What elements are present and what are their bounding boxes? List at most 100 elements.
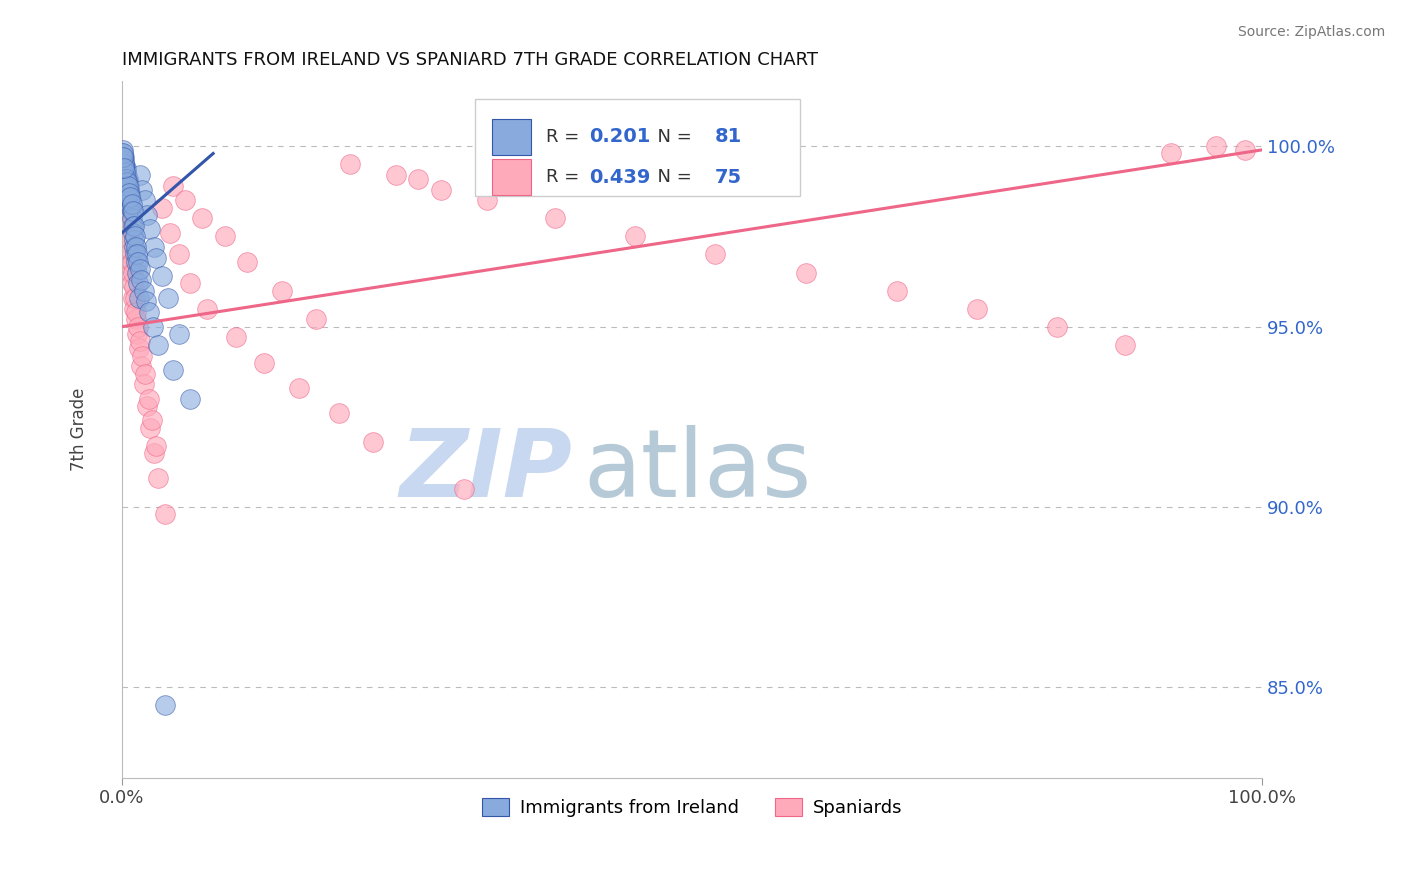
Text: 75: 75	[714, 168, 742, 186]
Point	[124, 301, 146, 316]
Text: 81: 81	[714, 128, 742, 146]
Point	[112, 164, 135, 178]
Point	[253, 356, 276, 370]
Point	[117, 226, 139, 240]
Point	[121, 204, 143, 219]
Point	[115, 161, 138, 175]
Point	[145, 251, 167, 265]
Point	[111, 143, 134, 157]
Point	[118, 194, 141, 208]
Text: R =: R =	[546, 128, 585, 145]
Point	[1205, 139, 1227, 153]
Point	[127, 326, 149, 341]
Point	[122, 219, 145, 233]
Point	[115, 208, 138, 222]
Point	[287, 381, 309, 395]
Point	[115, 204, 138, 219]
Point	[328, 406, 350, 420]
Point	[125, 240, 148, 254]
Point	[111, 146, 134, 161]
Point	[112, 157, 135, 171]
Point	[117, 178, 139, 193]
Point	[118, 190, 141, 204]
Point	[122, 291, 145, 305]
Point	[150, 201, 173, 215]
Point	[114, 197, 136, 211]
Point	[114, 171, 136, 186]
Point	[135, 294, 157, 309]
Point	[124, 247, 146, 261]
Point	[131, 359, 153, 374]
Point	[136, 399, 159, 413]
Point	[156, 291, 179, 305]
Point	[124, 229, 146, 244]
Point	[136, 208, 159, 222]
Point	[475, 194, 498, 208]
Point	[125, 266, 148, 280]
Point	[120, 266, 142, 280]
Point	[115, 215, 138, 229]
Point	[225, 330, 247, 344]
Point	[361, 435, 384, 450]
Point	[124, 254, 146, 268]
Point	[118, 247, 141, 261]
Point	[132, 377, 155, 392]
Point	[112, 161, 135, 175]
Point	[114, 161, 136, 175]
Text: 0.201: 0.201	[589, 128, 651, 146]
Point	[1160, 146, 1182, 161]
Point	[131, 349, 153, 363]
Point	[132, 284, 155, 298]
Point	[118, 186, 141, 201]
Point	[179, 277, 201, 291]
Point	[114, 168, 136, 182]
Text: ZIP: ZIP	[399, 425, 572, 517]
Point	[121, 211, 143, 226]
Point	[114, 183, 136, 197]
Point	[118, 178, 141, 193]
Point	[179, 392, 201, 406]
Point	[120, 244, 142, 258]
Point	[121, 204, 143, 219]
Point	[141, 413, 163, 427]
Point	[127, 254, 149, 268]
Point	[112, 186, 135, 201]
Point	[117, 236, 139, 251]
Text: Source: ZipAtlas.com: Source: ZipAtlas.com	[1237, 25, 1385, 39]
Point	[128, 291, 150, 305]
Point	[886, 284, 908, 298]
Point	[118, 186, 141, 201]
Point	[122, 266, 145, 280]
FancyBboxPatch shape	[492, 119, 531, 154]
Point	[112, 153, 135, 168]
Point	[339, 157, 361, 171]
Text: R =: R =	[546, 169, 585, 186]
Point	[167, 247, 190, 261]
Point	[167, 326, 190, 341]
Point	[138, 305, 160, 319]
Point	[114, 171, 136, 186]
Point	[162, 363, 184, 377]
Point	[305, 312, 328, 326]
Point	[117, 178, 139, 193]
Text: 0.439: 0.439	[589, 168, 651, 186]
Point	[145, 439, 167, 453]
Point	[118, 233, 141, 247]
Point	[122, 233, 145, 247]
Text: atlas: atlas	[583, 425, 811, 517]
Point	[150, 269, 173, 284]
Point	[114, 164, 136, 178]
Point	[112, 150, 135, 164]
Text: N =: N =	[647, 169, 697, 186]
Point	[120, 201, 142, 215]
Point	[138, 392, 160, 406]
Point	[121, 277, 143, 291]
Point	[121, 197, 143, 211]
Point	[624, 229, 647, 244]
Point	[134, 367, 156, 381]
Point	[966, 301, 988, 316]
Point	[121, 219, 143, 233]
Point	[139, 420, 162, 434]
Point	[117, 171, 139, 186]
Point	[114, 164, 136, 178]
